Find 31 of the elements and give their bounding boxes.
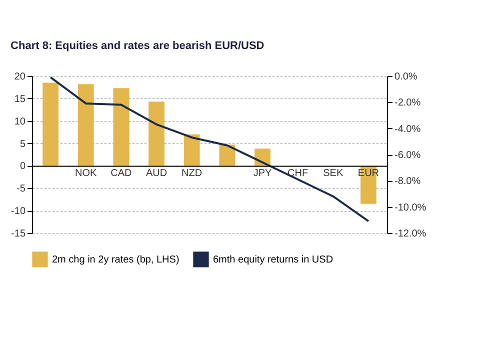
x-tick-label: CHF <box>288 168 308 180</box>
bar <box>113 88 130 166</box>
y-tick-label: 15 <box>14 94 26 105</box>
x-tick-label: NZD <box>182 168 202 180</box>
bar <box>219 144 236 166</box>
bar <box>184 134 200 166</box>
y2-tick-label: -2.0% <box>394 98 421 109</box>
y-tick-label: 10 <box>14 116 26 128</box>
x-tick-label: NOK <box>75 168 98 180</box>
bar <box>148 102 164 166</box>
x-tick-label: JPY <box>253 168 272 180</box>
x-tick-label: AUD <box>146 168 168 180</box>
x-tick-label: SEK <box>323 168 344 180</box>
y-tick-label: -5 <box>16 184 26 195</box>
legend-label: 2m chg in 2y rates (bp, LHS) <box>52 254 180 266</box>
y-tick-label: 0 <box>20 161 26 172</box>
y-tick-label: 5 <box>20 138 26 150</box>
y-tick-label: -15 <box>11 228 26 240</box>
y2-tick-label: -8.0% <box>394 176 421 188</box>
y2-tick-label: -12.0% <box>394 228 426 240</box>
chart-title: Chart 8: Equities and rates are bearish EUR/USD <box>10 40 264 52</box>
x-tick-label: CAD <box>110 168 132 180</box>
bar <box>42 82 58 166</box>
y2-tick-label: -4.0% <box>394 124 421 135</box>
y2-tick-label: 0.0% <box>394 72 418 82</box>
y2-tick-label: -10.0% <box>394 202 426 214</box>
bar <box>78 84 94 166</box>
y-tick-label: -10 <box>11 206 26 218</box>
y2-tick-label: -6.0% <box>394 150 421 161</box>
legend-label: 6mth equity returns in USD <box>213 254 334 266</box>
y-tick-label: 20 <box>14 72 26 82</box>
